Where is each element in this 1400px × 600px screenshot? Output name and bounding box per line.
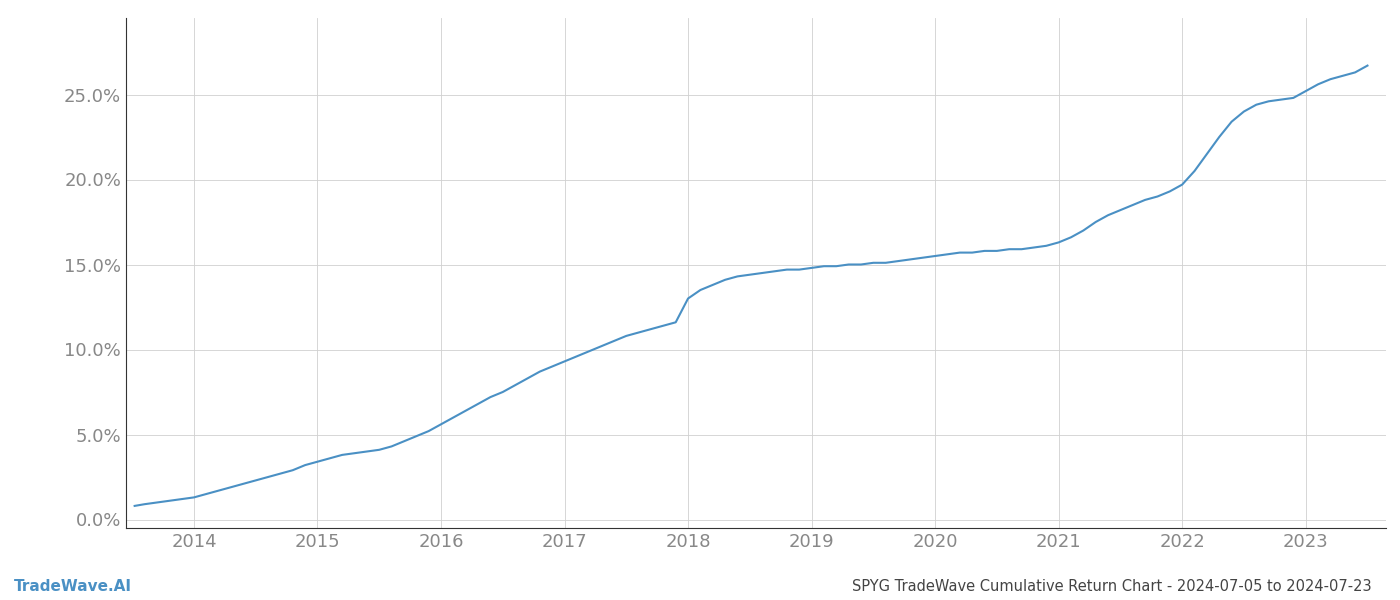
Text: TradeWave.AI: TradeWave.AI — [14, 579, 132, 594]
Text: SPYG TradeWave Cumulative Return Chart - 2024-07-05 to 2024-07-23: SPYG TradeWave Cumulative Return Chart -… — [853, 579, 1372, 594]
